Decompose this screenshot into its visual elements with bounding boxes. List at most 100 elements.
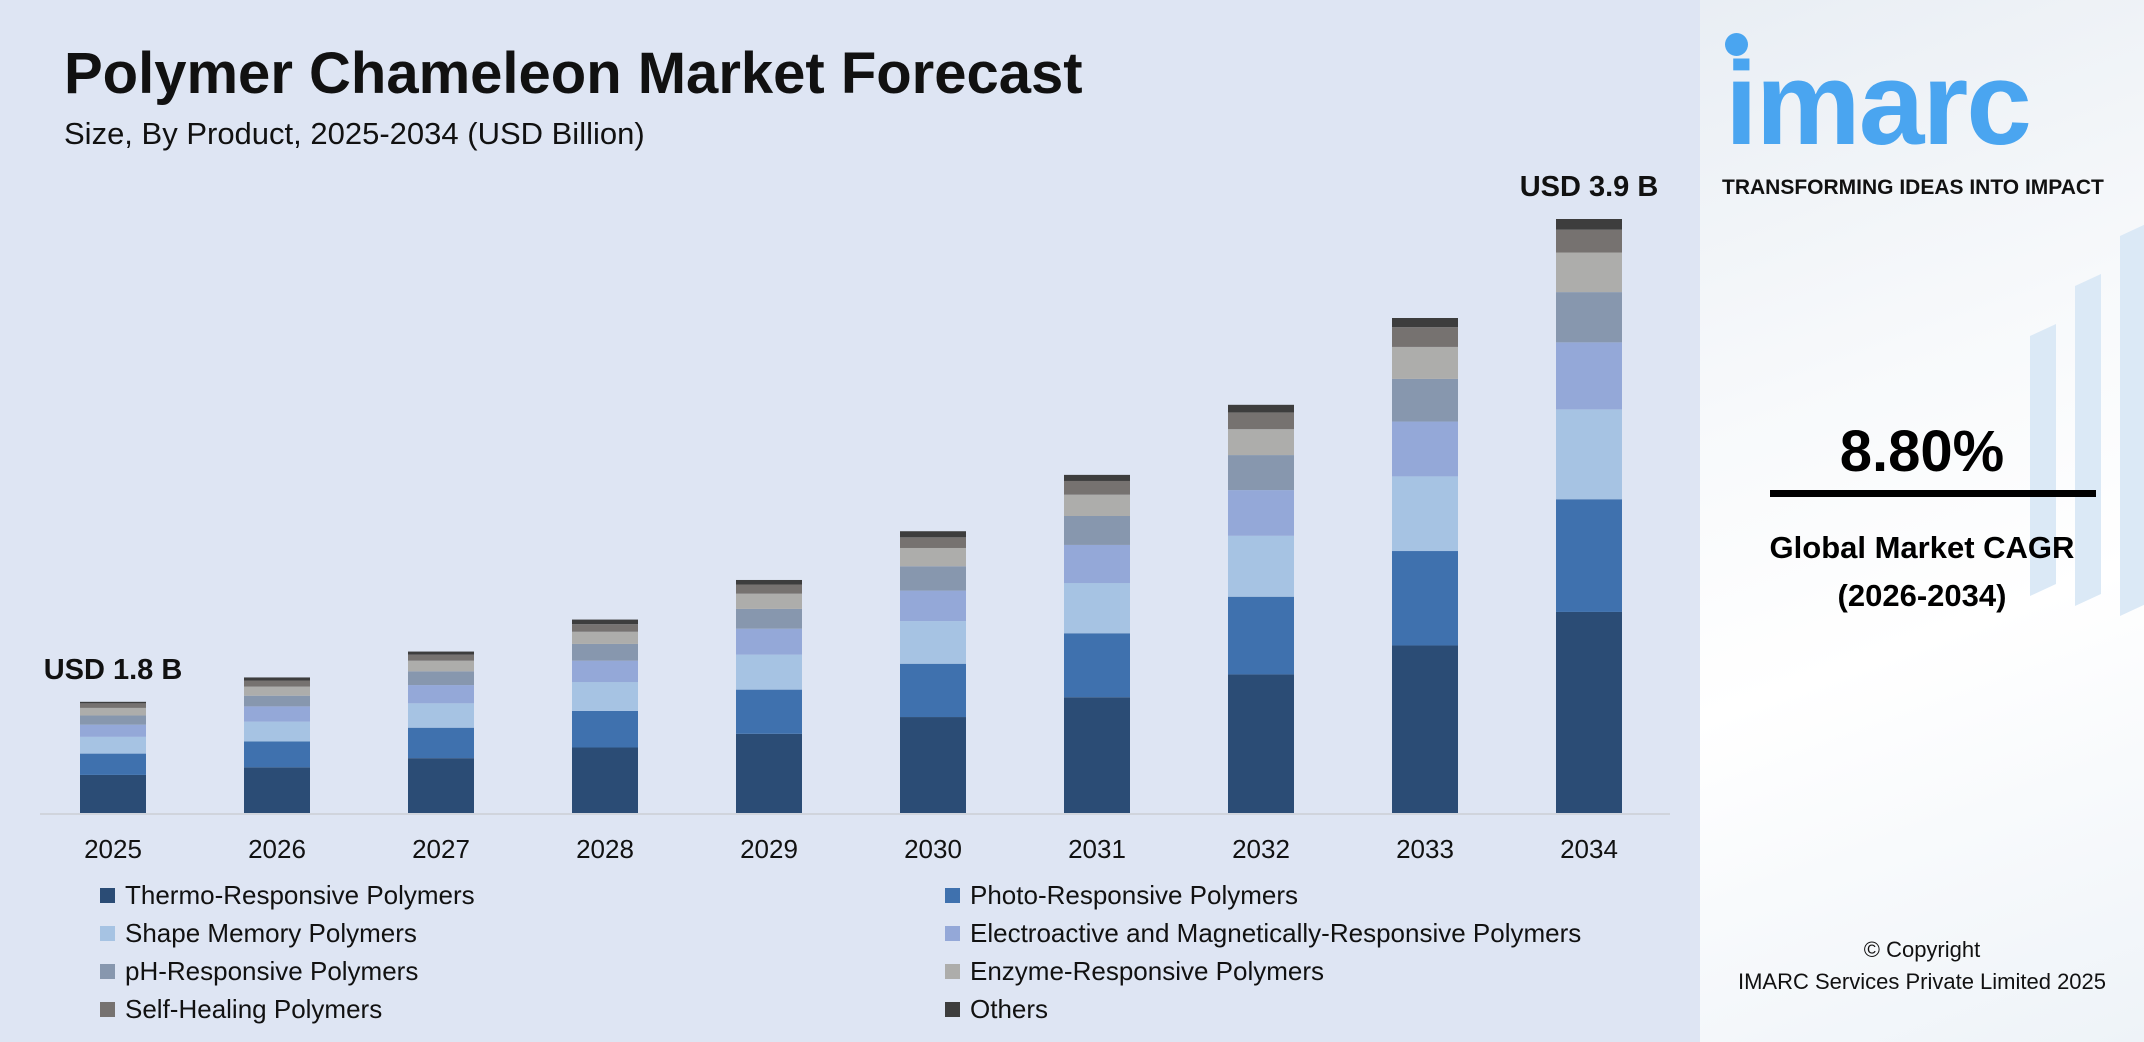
bar-segment-shape-memory-polymers-2029 xyxy=(736,654,802,690)
bar-segment-shape-memory-polymers-2030 xyxy=(900,621,966,664)
total-value-label: USD 3.9 B xyxy=(1520,171,1659,203)
legend-label: Others xyxy=(970,994,1049,1024)
bar-segment-electroactive-and-magnetically-responsive-polymers-2031 xyxy=(1064,544,1130,584)
bar-segment-others-2031 xyxy=(1064,474,1130,481)
copyright-line-1: © Copyright xyxy=(1863,937,1981,962)
legend-item: Thermo-Responsive Polymers xyxy=(100,880,475,911)
stacked-bar-chart: 2025 2026 2027 2028 2029 2030 2031 2032 2033 2034… xyxy=(40,171,1670,864)
bar-segment-thermo-responsive-polymers-2028 xyxy=(572,747,638,813)
bar-segment-self-healing-polymers-2032 xyxy=(1228,412,1294,430)
bar-segment-self-healing-polymers-2030 xyxy=(900,537,966,548)
bar-segment-photo-responsive-polymers-2027 xyxy=(408,727,474,759)
bar-segment-enzyme-responsive-polymers-2027 xyxy=(408,660,474,672)
legend-swatch xyxy=(945,964,960,979)
bar-segment-electroactive-and-magnetically-responsive-polymers-2034 xyxy=(1556,342,1622,410)
legend-label: Self-Healing Polymers xyxy=(125,994,383,1024)
bar-segment-self-healing-polymers-2031 xyxy=(1064,480,1130,495)
legend-swatch xyxy=(100,888,115,903)
bar-segment-photo-responsive-polymers-2028 xyxy=(572,710,638,748)
bar-segment-thermo-responsive-polymers-2025 xyxy=(80,774,146,813)
bar-segment-ph-responsive-polymers-2034 xyxy=(1556,292,1622,343)
bar-segment-others-2034 xyxy=(1556,219,1622,230)
x-tick-label: 2027 xyxy=(412,834,470,864)
bar-segment-shape-memory-polymers-2027 xyxy=(408,703,474,728)
bar-segment-photo-responsive-polymers-2026 xyxy=(244,741,310,768)
bar-segment-electroactive-and-magnetically-responsive-polymers-2025 xyxy=(80,724,146,737)
legend-label: Enzyme-Responsive Polymers xyxy=(970,956,1325,986)
bar-segment-ph-responsive-polymers-2033 xyxy=(1392,378,1458,422)
bar-segment-others-2027 xyxy=(408,651,474,655)
x-tick-label: 2028 xyxy=(576,834,634,864)
bar-segment-others-2030 xyxy=(900,531,966,538)
x-tick-label: 2026 xyxy=(248,834,306,864)
legend-item: pH-Responsive Polymers xyxy=(100,956,418,987)
bar-segment-electroactive-and-magnetically-responsive-polymers-2029 xyxy=(736,628,802,655)
legend-swatch xyxy=(945,1002,960,1017)
bar-segment-self-healing-polymers-2025 xyxy=(80,703,146,708)
bar-segment-thermo-responsive-polymers-2030 xyxy=(900,717,966,813)
bar-segment-ph-responsive-polymers-2031 xyxy=(1064,516,1130,545)
legend-item: Shape Memory Polymers xyxy=(100,918,417,949)
copyright-line-2: IMARC Services Private Limited 2025 xyxy=(1737,969,2107,994)
x-tick-label: 2029 xyxy=(740,834,798,864)
bar-segment-others-2032 xyxy=(1228,404,1294,413)
bar-segment-ph-responsive-polymers-2029 xyxy=(736,608,802,629)
bar-segment-ph-responsive-polymers-2030 xyxy=(900,566,966,591)
bar-segment-photo-responsive-polymers-2025 xyxy=(80,753,146,775)
legend-swatch xyxy=(945,888,960,903)
logo-dot-icon xyxy=(1725,33,1748,56)
bar-segment-enzyme-responsive-polymers-2025 xyxy=(80,707,146,716)
bar-segment-enzyme-responsive-polymers-2032 xyxy=(1228,429,1294,456)
x-tick-label: 2034 xyxy=(1560,834,1618,864)
bar-segment-enzyme-responsive-polymers-2030 xyxy=(900,547,966,567)
bar-segment-photo-responsive-polymers-2033 xyxy=(1392,551,1458,646)
bar-segment-thermo-responsive-polymers-2027 xyxy=(408,758,474,813)
bar-segment-ph-responsive-polymers-2026 xyxy=(244,695,310,707)
bar-segment-thermo-responsive-polymers-2031 xyxy=(1064,697,1130,813)
bar-segment-photo-responsive-polymers-2031 xyxy=(1064,633,1130,698)
bar-segment-photo-responsive-polymers-2030 xyxy=(900,663,966,718)
legend-label: Electroactive and Magnetically-Responsiv… xyxy=(970,918,1582,948)
bar-segment-electroactive-and-magnetically-responsive-polymers-2028 xyxy=(572,660,638,683)
bar-segment-shape-memory-polymers-2034 xyxy=(1556,409,1622,500)
legend-swatch xyxy=(100,926,115,941)
bar-segment-self-healing-polymers-2026 xyxy=(244,680,310,687)
bar-segment-thermo-responsive-polymers-2032 xyxy=(1228,674,1294,813)
bar-segment-others-2033 xyxy=(1392,318,1458,328)
legend-item: Electroactive and Magnetically-Responsiv… xyxy=(945,918,1581,949)
brand-tagline: TRANSFORMING IDEAS INTO IMPACT xyxy=(1722,176,2104,199)
bar-segment-shape-memory-polymers-2028 xyxy=(572,682,638,711)
bar-segment-enzyme-responsive-polymers-2026 xyxy=(244,686,310,696)
bar-segment-others-2026 xyxy=(244,677,310,681)
bar-segment-self-healing-polymers-2034 xyxy=(1556,229,1622,253)
bar-segment-electroactive-and-magnetically-responsive-polymers-2026 xyxy=(244,706,310,722)
bar-segment-photo-responsive-polymers-2032 xyxy=(1228,596,1294,675)
legend-label: Thermo-Responsive Polymers xyxy=(125,880,475,910)
bar-segment-electroactive-and-magnetically-responsive-polymers-2033 xyxy=(1392,421,1458,477)
bar-segment-ph-responsive-polymers-2025 xyxy=(80,715,146,725)
bar-segment-enzyme-responsive-polymers-2033 xyxy=(1392,346,1458,379)
x-tick-label: 2031 xyxy=(1068,834,1126,864)
bar-segment-shape-memory-polymers-2026 xyxy=(244,721,310,742)
bar-segment-enzyme-responsive-polymers-2034 xyxy=(1556,252,1622,293)
bar-segment-shape-memory-polymers-2033 xyxy=(1392,476,1458,552)
legend-item: Enzyme-Responsive Polymers xyxy=(945,956,1324,987)
bar-segment-photo-responsive-polymers-2034 xyxy=(1556,499,1622,612)
legend-label: pH-Responsive Polymers xyxy=(125,956,419,986)
bar-segment-enzyme-responsive-polymers-2031 xyxy=(1064,494,1130,516)
bar-segment-others-2025 xyxy=(80,701,146,704)
bar-segment-self-healing-polymers-2027 xyxy=(408,654,474,661)
imarc-logo: imarc xyxy=(1725,38,2032,170)
chart-title: Polymer Chameleon Market Forecast xyxy=(64,41,1083,106)
bar-segment-shape-memory-polymers-2031 xyxy=(1064,583,1130,634)
x-tick-label: 2032 xyxy=(1232,834,1290,864)
bar-segment-photo-responsive-polymers-2029 xyxy=(736,689,802,734)
cagr-period: (2026-2034) xyxy=(1837,578,2007,613)
legend-swatch xyxy=(945,926,960,941)
chart-panel: Polymer Chameleon Market Forecast Size, … xyxy=(0,0,1700,1042)
bar-segment-thermo-responsive-polymers-2033 xyxy=(1392,645,1458,813)
bar-segment-enzyme-responsive-polymers-2029 xyxy=(736,593,802,609)
chart-subtitle: Size, By Product, 2025-2034 (USD Billion… xyxy=(64,116,645,151)
total-value-label: USD 1.8 B xyxy=(44,654,183,686)
brand-panel: imarc TRANSFORMING IDEAS INTO IMPACT 8.8… xyxy=(1700,0,2144,1042)
